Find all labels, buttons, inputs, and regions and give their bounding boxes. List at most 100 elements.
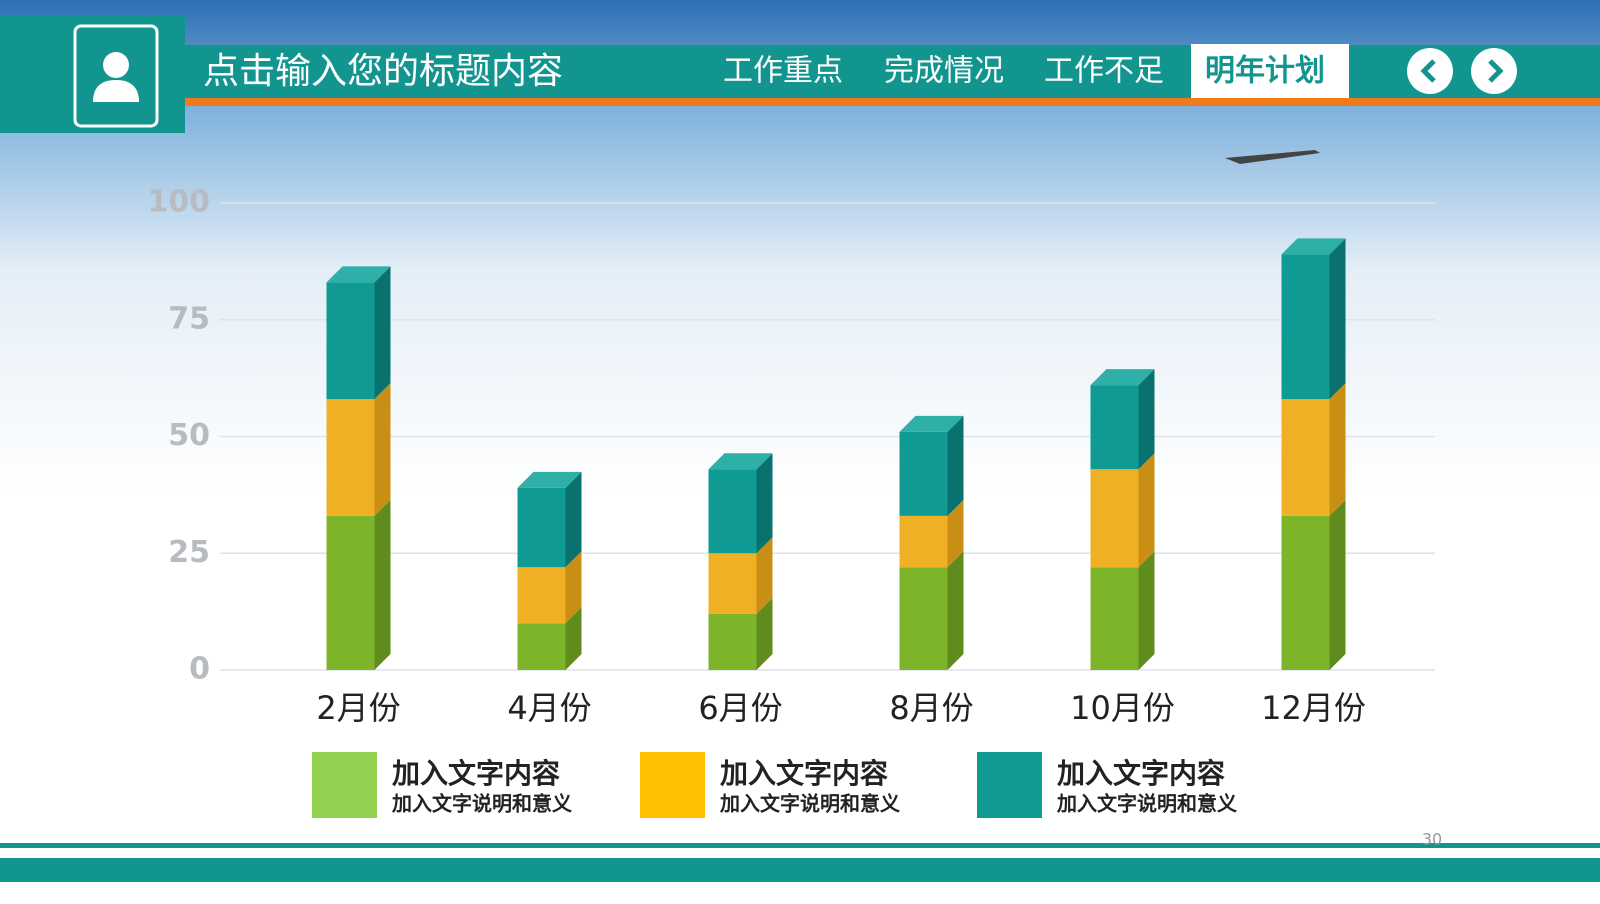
bar-top — [517, 471, 582, 488]
bar-top — [1281, 238, 1346, 255]
legend-label: 加入文字内容 — [1057, 757, 1225, 790]
bar-front — [326, 515, 375, 670]
airplane — [1225, 150, 1320, 164]
icon-box — [0, 15, 185, 133]
bar-top — [708, 453, 773, 470]
header-title: 点击输入您的标题内容 — [203, 51, 563, 92]
bar-segment — [1281, 499, 1346, 670]
icon-book — [73, 24, 159, 128]
bar-segment — [899, 415, 964, 516]
bar-front — [1090, 567, 1139, 670]
bar-segment — [899, 551, 964, 670]
bar-side — [565, 607, 582, 670]
footer-line — [0, 843, 1600, 848]
y-tick-label: 75 — [168, 301, 210, 336]
x-tick-label: 12月份 — [1261, 689, 1366, 727]
bar-segment — [708, 537, 773, 614]
bar-front — [899, 515, 948, 568]
x-tick-label: 10月份 — [1070, 689, 1175, 727]
bar-segment — [1090, 551, 1155, 670]
bar-front — [326, 399, 375, 516]
bar-side — [565, 471, 582, 568]
bar-front — [1090, 385, 1139, 470]
bar-side — [756, 537, 773, 614]
bar-segment — [1090, 369, 1155, 470]
prev-icon — [1420, 59, 1436, 83]
x-tick-label: 2月份 — [316, 689, 400, 727]
legend-description: 加入文字说明和意义 — [1056, 792, 1237, 816]
bar-top — [899, 415, 964, 432]
bar-front — [899, 431, 948, 516]
bar-side — [374, 383, 391, 516]
nav-tab[interactable]: 工作重点 — [723, 54, 843, 89]
bar-side — [565, 551, 582, 624]
next-button[interactable] — [1471, 48, 1517, 94]
bar-side — [1329, 383, 1346, 516]
bar-segment — [1090, 453, 1155, 568]
nav-tab[interactable]: 明年计划 — [1205, 54, 1325, 89]
legend-label: 加入文字内容 — [720, 757, 888, 790]
icon-body — [93, 80, 139, 102]
bar-side — [756, 597, 773, 670]
bar-segment — [326, 499, 391, 670]
bar-front — [326, 282, 375, 400]
y-tick-label: 0 — [189, 652, 210, 687]
icon-head — [103, 52, 129, 78]
nav-tab[interactable]: 工作不足 — [1044, 54, 1164, 89]
bar-segment — [708, 453, 773, 554]
footer-bar — [0, 858, 1600, 882]
x-tick-label: 4月份 — [507, 689, 591, 727]
x-tick-label: 8月份 — [889, 689, 973, 727]
bar-front — [517, 567, 566, 624]
legend-description: 加入文字说明和意义 — [391, 792, 572, 816]
bar-front — [1090, 469, 1139, 568]
legend-swatch — [312, 752, 377, 818]
y-tick-label: 100 — [147, 185, 210, 220]
bar-front — [708, 613, 757, 670]
bar-top — [1090, 369, 1155, 386]
legend-description: 加入文字说明和意义 — [719, 792, 900, 816]
prev-button[interactable] — [1407, 48, 1453, 94]
bar-side — [374, 499, 391, 670]
bar-segment — [517, 607, 582, 670]
bar-front — [517, 487, 566, 568]
legend-swatch — [640, 752, 705, 818]
bar-front — [708, 469, 757, 554]
bar-side — [756, 453, 773, 554]
bar-front — [899, 567, 948, 670]
bar-side — [947, 415, 964, 516]
next-icon — [1488, 59, 1504, 83]
header-accent — [185, 98, 1600, 106]
x-tick-label: 6月份 — [698, 689, 782, 727]
bar-side — [1329, 238, 1346, 400]
legend-swatch — [977, 752, 1042, 818]
bar-front — [1281, 399, 1330, 516]
bar-segment — [517, 471, 582, 568]
bar-top — [326, 266, 391, 283]
bar-segment — [1281, 238, 1346, 400]
bar-side — [1138, 369, 1155, 470]
y-tick-label: 50 — [168, 418, 210, 453]
bar-side — [947, 499, 964, 568]
page-number: 30 — [1422, 830, 1442, 849]
bar-side — [1138, 453, 1155, 568]
bar-side — [374, 266, 391, 400]
bar-front — [517, 623, 566, 670]
bar-segment — [708, 597, 773, 670]
bar-segment — [1281, 383, 1346, 516]
active-tab-bg[interactable] — [1191, 44, 1349, 98]
bar-segment — [326, 383, 391, 516]
bar-side — [1329, 499, 1346, 670]
bar-side — [1138, 551, 1155, 670]
bar-segment — [326, 266, 391, 400]
nav-tab[interactable]: 完成情况 — [884, 54, 1004, 89]
bar-front — [1281, 254, 1330, 400]
y-tick-label: 25 — [168, 535, 210, 570]
bar-front — [1281, 515, 1330, 670]
bar-segment — [899, 499, 964, 568]
bar-front — [708, 553, 757, 614]
legend-label: 加入文字内容 — [392, 757, 560, 790]
bar-side — [947, 551, 964, 670]
bar-segment — [517, 551, 582, 624]
